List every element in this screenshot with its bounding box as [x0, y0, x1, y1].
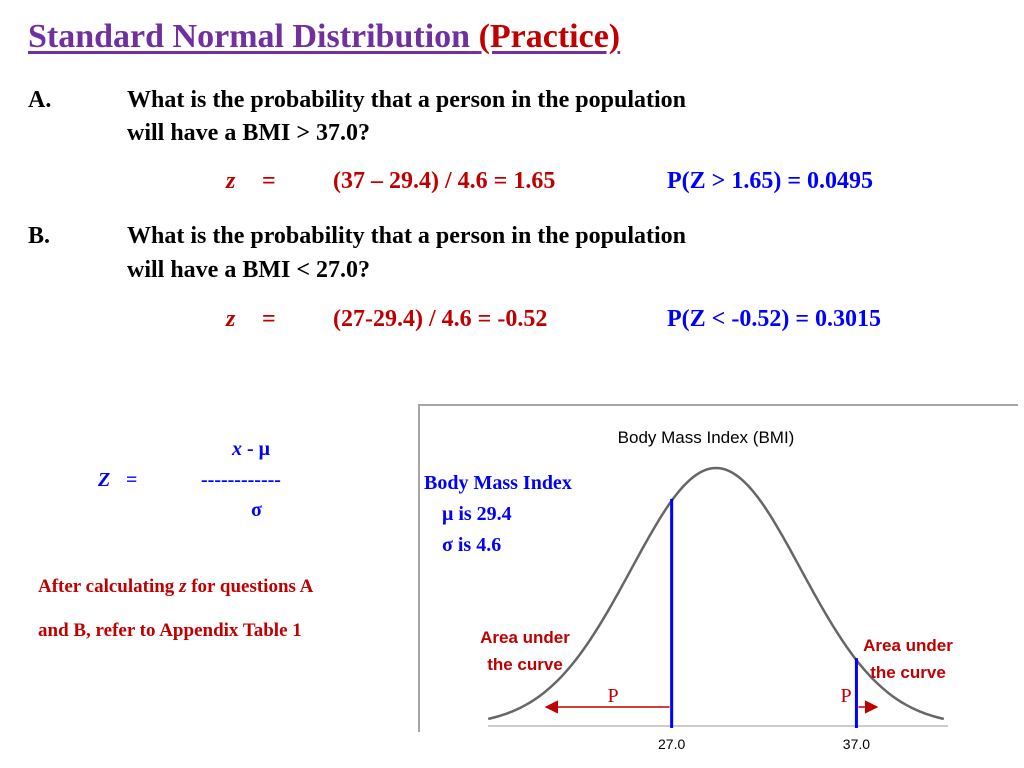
title-main: Standard Normal Distribution — [28, 18, 471, 55]
formula-denominator: σ — [251, 499, 262, 521]
formula-bar: ------------ — [201, 469, 281, 491]
question-a-line2: will have a BMI > 37.0? — [127, 120, 371, 146]
legend-line-1: Body Mass Index — [424, 472, 572, 494]
formula-numerator: x - μ — [232, 438, 270, 461]
tick-label-37: 37.0 — [843, 736, 870, 752]
question-b-letter: B. — [28, 223, 51, 249]
question-b-probability: P(Z < -0.52) = 0.3015 — [667, 306, 881, 332]
formula-equals: = — [126, 469, 138, 491]
question-b-z: z — [226, 306, 236, 332]
annotation-right-line1: Area under — [863, 636, 953, 655]
note-line1-a: After calculating — [38, 576, 180, 597]
tick-label-27: 27.0 — [658, 736, 685, 752]
annotation-left-line2: the curve — [487, 655, 563, 674]
annotation-left-line1: Area under — [480, 628, 570, 647]
chart-frame — [418, 404, 1018, 732]
note-line1-b: for questions A — [186, 576, 314, 597]
question-a-equals: = — [262, 168, 276, 194]
formula-lhs: Z — [98, 469, 111, 491]
note-line2: and B, refer to Appendix Table 1 — [38, 620, 302, 641]
question-b-equals: = — [262, 306, 276, 332]
note-line1: After calculating z for questions A — [38, 576, 313, 598]
question-b-calculation: (27-29.4) / 4.6 = -0.52 — [333, 306, 548, 332]
question-a-letter: A. — [28, 87, 52, 113]
region-label-left: P — [607, 685, 618, 707]
title-suffix: (Practice) — [478, 18, 621, 55]
legend-line-3: σ is 4.6 — [442, 534, 501, 556]
page-title: Standard Normal Distribution (Practice) — [28, 18, 620, 56]
formula-x: x — [232, 438, 242, 460]
formula-minus-mu: - μ — [242, 438, 270, 460]
question-a-probability: P(Z > 1.65) = 0.0495 — [667, 168, 874, 194]
annotation-right-line2: the curve — [870, 663, 946, 682]
question-a-line1: What is the probability that a person in… — [127, 87, 686, 113]
question-a-calculation: (37 – 29.4) / 4.6 = 1.65 — [333, 168, 556, 194]
question-b-line2: will have a BMI < 27.0? — [127, 257, 371, 283]
region-label-right: P — [840, 685, 851, 707]
legend-line-2: μ is 29.4 — [442, 503, 512, 525]
normal-curve — [487, 466, 945, 721]
chart-title: Body Mass Index (BMI) — [618, 428, 795, 447]
note-line1-z: z — [179, 576, 187, 597]
question-b-line1: What is the probability that a person in… — [127, 223, 686, 249]
question-a-z: z — [226, 168, 236, 194]
